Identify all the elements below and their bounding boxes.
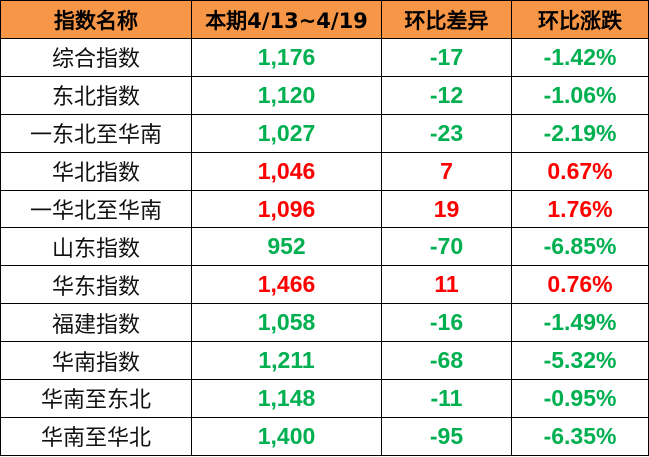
table-row: 一华北至华南 1,096 19 1.76% <box>0 189 649 229</box>
index-diff: -23 <box>381 113 512 153</box>
index-diff: -70 <box>381 227 512 267</box>
header-current-period: 本期4/13~4/19 <box>191 0 382 39</box>
index-value: 1,046 <box>191 151 382 191</box>
table-row: 华南指数 1,211 -68 -5.32% <box>0 341 649 381</box>
table-row: 综合指数 1,176 -17 -1.42% <box>0 38 649 77</box>
index-diff: -95 <box>381 416 512 456</box>
index-pct: -6.35% <box>511 416 649 456</box>
index-name: 东北指数 <box>0 75 192 115</box>
index-diff: 19 <box>381 189 512 229</box>
index-name: 综合指数 <box>0 38 192 77</box>
index-pct: -0.95% <box>511 379 649 418</box>
header-row: 指数名称 本期4/13~4/19 环比差异 环比涨跌 <box>0 0 649 39</box>
index-name: 华北指数 <box>0 151 192 191</box>
index-value: 1,120 <box>191 75 382 115</box>
index-diff: 11 <box>381 265 512 305</box>
index-pct: -5.32% <box>511 341 649 381</box>
table-row: 福建指数 1,058 -16 -1.49% <box>0 303 649 343</box>
index-value: 1,096 <box>191 189 382 229</box>
index-diff: -16 <box>381 303 512 343</box>
index-name: 山东指数 <box>0 227 192 267</box>
index-diff: 7 <box>381 151 512 191</box>
table-row: 东北指数 1,120 -12 -1.06% <box>0 75 649 115</box>
index-diff: -11 <box>381 379 512 418</box>
index-value: 1,027 <box>191 113 382 153</box>
index-name: 福建指数 <box>0 303 192 343</box>
index-pct: 0.67% <box>511 151 649 191</box>
table-row: 华南至东北 1,148 -11 -0.95% <box>0 379 649 418</box>
index-pct: -1.49% <box>511 303 649 343</box>
table-row: 华南至华北 1,400 -95 -6.35% <box>0 416 649 456</box>
header-pct: 环比涨跌 <box>511 0 649 39</box>
table-row: 山东指数 952 -70 -6.85% <box>0 227 649 267</box>
index-value: 1,148 <box>191 379 382 418</box>
index-value: 1,466 <box>191 265 382 305</box>
index-diff: -68 <box>381 341 512 381</box>
index-pct: -1.42% <box>511 38 649 77</box>
index-value: 1,058 <box>191 303 382 343</box>
index-pct: 1.76% <box>511 189 649 229</box>
index-name: 华东指数 <box>0 265 192 305</box>
index-value: 1,400 <box>191 416 382 456</box>
table-row: 一东北至华南 1,027 -23 -2.19% <box>0 113 649 153</box>
index-diff: -12 <box>381 75 512 115</box>
index-value: 952 <box>191 227 382 267</box>
index-pct: 0.76% <box>511 265 649 305</box>
index-name: 一东北至华南 <box>0 113 192 153</box>
index-diff: -17 <box>381 38 512 77</box>
table-row: 华东指数 1,466 11 0.76% <box>0 265 649 305</box>
index-name: 一华北至华南 <box>0 189 192 229</box>
index-pct: -6.85% <box>511 227 649 267</box>
index-value: 1,176 <box>191 38 382 77</box>
index-name: 华南至东北 <box>0 379 192 418</box>
index-name: 华南指数 <box>0 341 192 381</box>
index-pct: -1.06% <box>511 75 649 115</box>
table-row: 华北指数 1,046 7 0.67% <box>0 151 649 191</box>
header-diff: 环比差异 <box>381 0 512 39</box>
index-value: 1,211 <box>191 341 382 381</box>
header-name: 指数名称 <box>0 0 192 39</box>
index-pct: -2.19% <box>511 113 649 153</box>
index-name: 华南至华北 <box>0 416 192 456</box>
